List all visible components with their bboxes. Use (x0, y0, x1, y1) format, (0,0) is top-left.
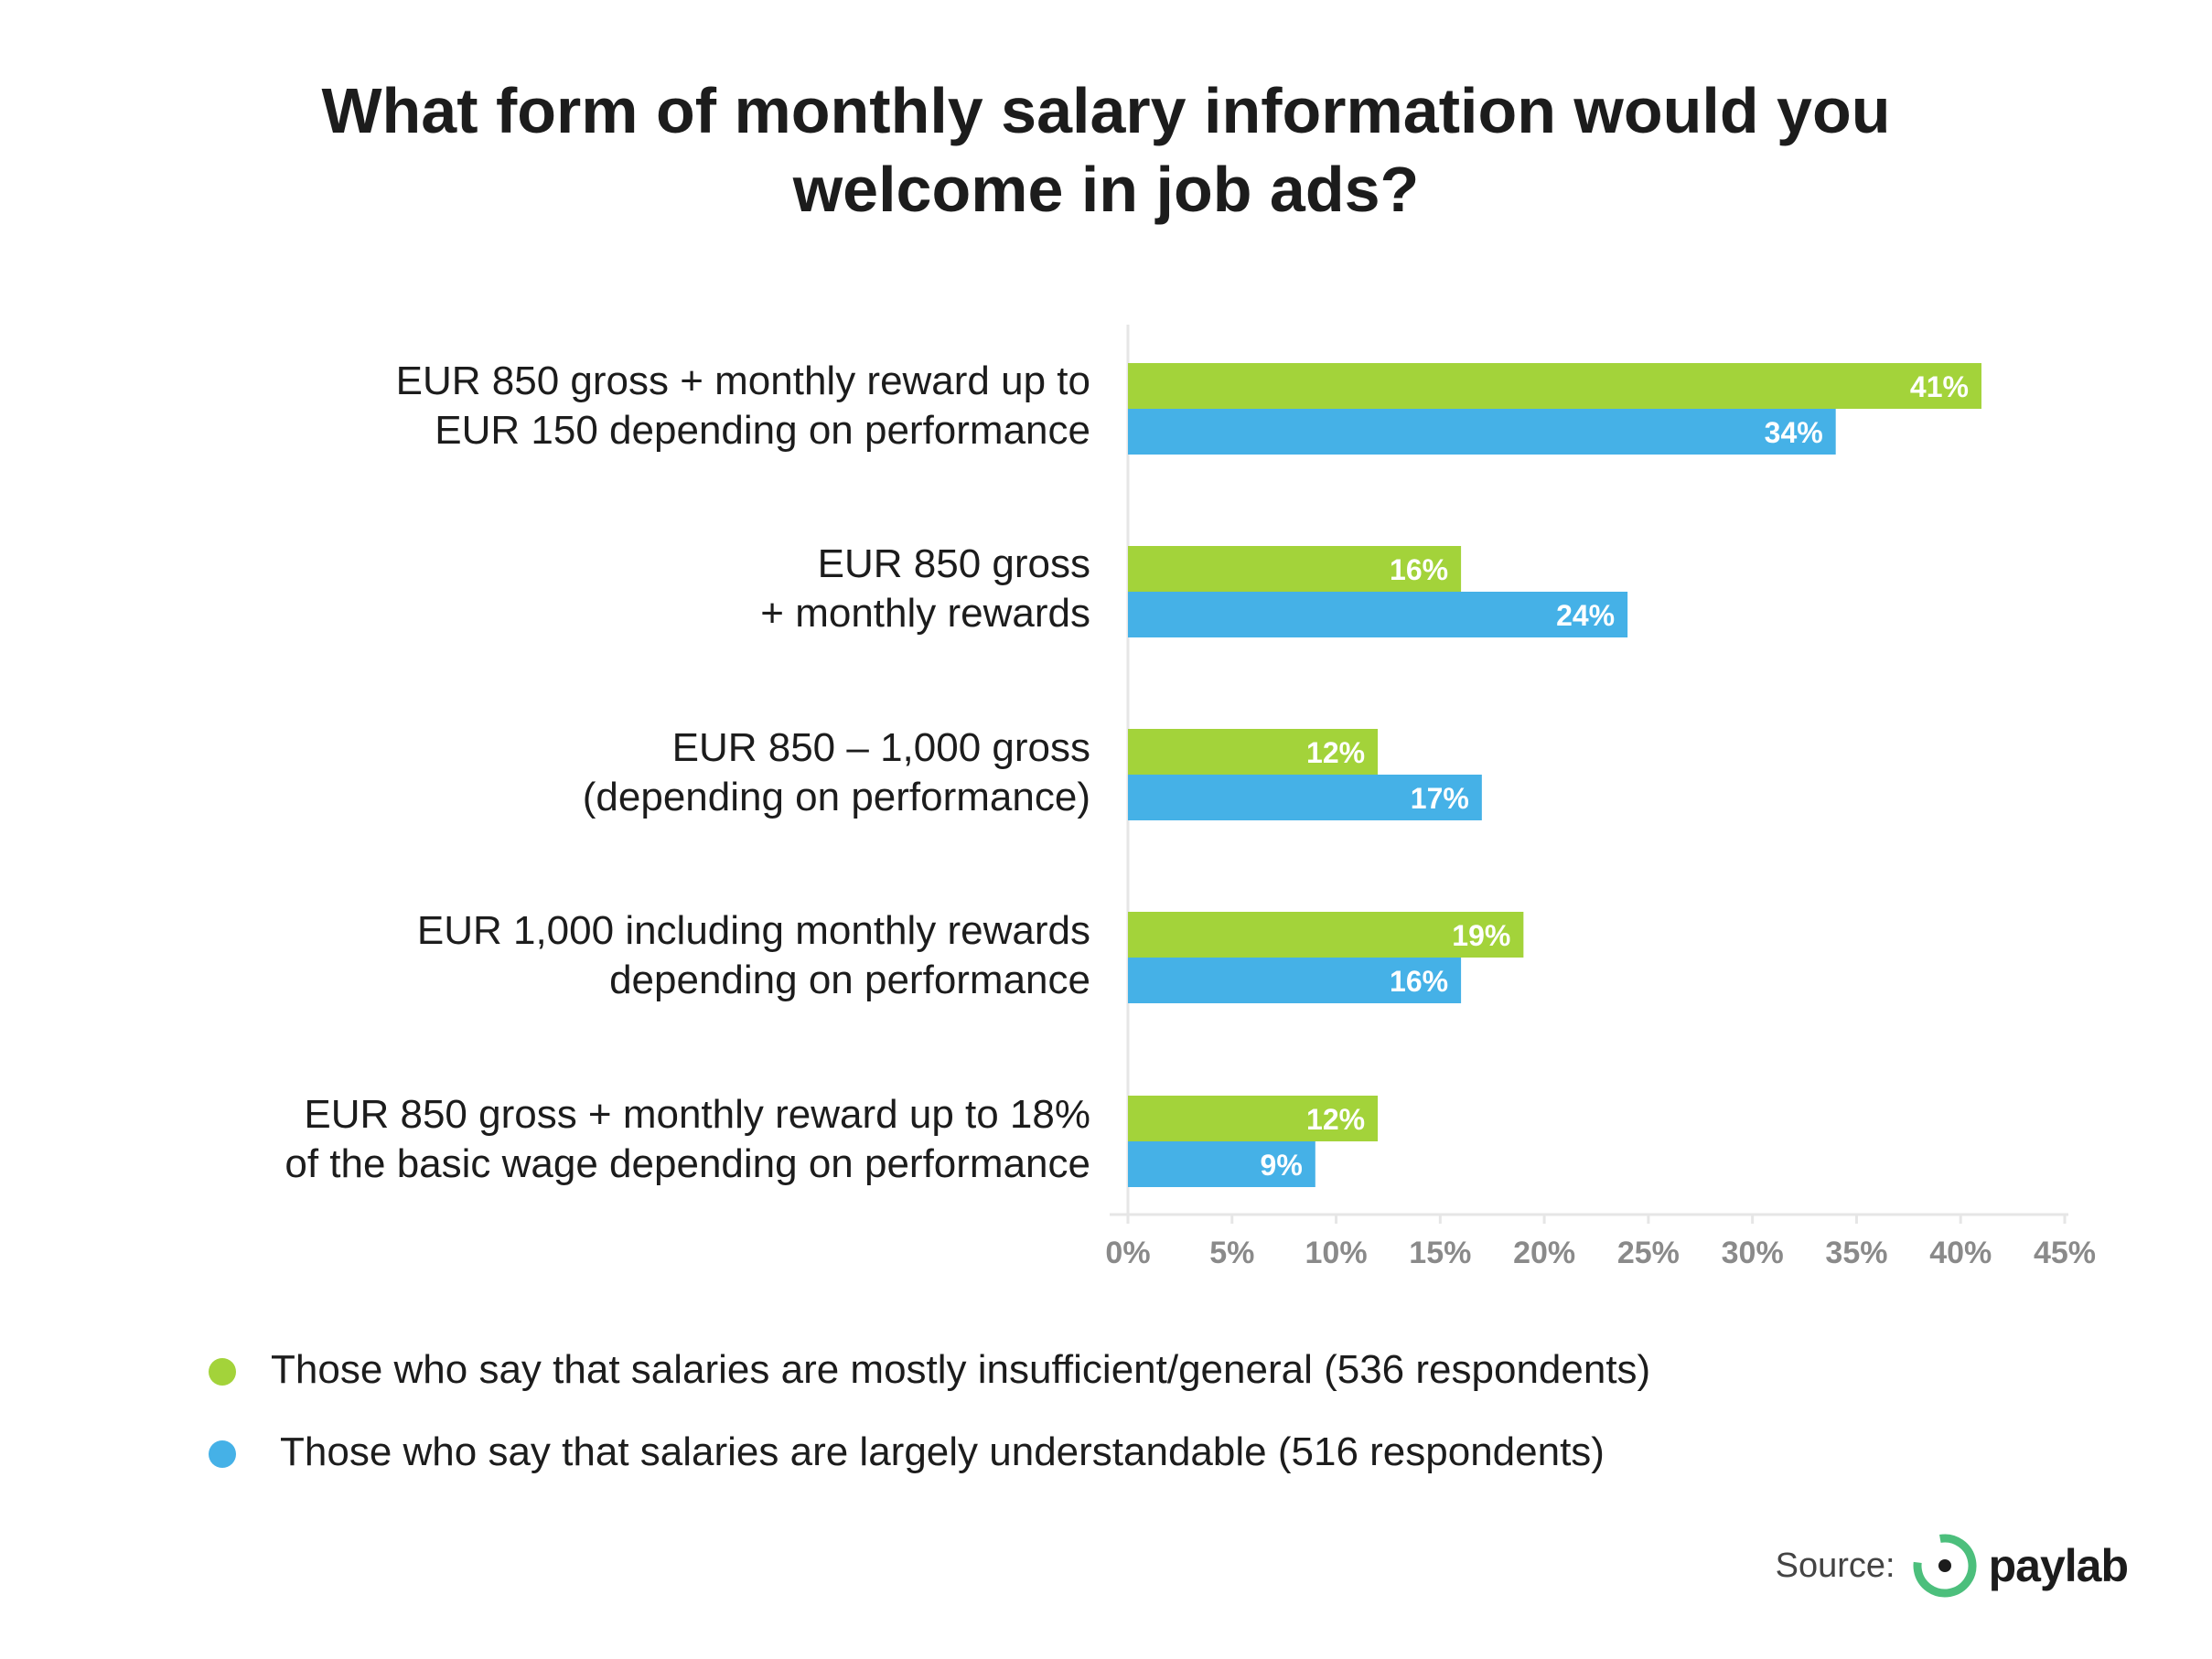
category-label-line: EUR 850 gross + monthly reward up to (395, 359, 1090, 403)
category-label-line: depending on performance (609, 958, 1090, 1002)
category-label-line: EUR 150 depending on performance (435, 408, 1090, 453)
x-tick-label: 45% (2034, 1236, 2096, 1270)
category-label: EUR 850 gross + monthly reward up to EUR… (84, 357, 1090, 455)
x-tick-label: 40% (1929, 1236, 1992, 1270)
x-tick-label: 30% (1722, 1236, 1784, 1270)
category-label-line: (depending on performance) (582, 775, 1090, 819)
bar (1128, 729, 1379, 775)
x-tick-label: 15% (1409, 1236, 1471, 1270)
bar (1128, 912, 1524, 958)
legend-label: Those who say that salaries are largely … (280, 1429, 1605, 1474)
data-label: 41% (1910, 370, 1969, 403)
bar (1128, 363, 1981, 409)
data-label: 24% (1556, 599, 1615, 632)
x-tick-label: 10% (1305, 1236, 1368, 1270)
data-label: 34% (1765, 416, 1823, 449)
source-label: Source: (1775, 1546, 1895, 1585)
legend-swatch-blue (209, 1440, 236, 1468)
legend-label: Those who say that salaries are mostly i… (271, 1347, 1651, 1392)
legend-swatch-green (209, 1358, 236, 1386)
category-label-line: EUR 850 – 1,000 gross (671, 725, 1090, 770)
data-label: 12% (1306, 736, 1365, 769)
data-label: 16% (1390, 553, 1448, 586)
bar (1128, 546, 1462, 592)
category-label-line: of the basic wage depending on performan… (285, 1141, 1090, 1186)
title-line-2: welcome in job ads? (792, 154, 1420, 225)
category-label-line: EUR 1,000 including monthly rewards (416, 908, 1090, 953)
x-tick-label: 20% (1513, 1236, 1575, 1270)
category-label-line: EUR 850 gross (817, 541, 1090, 586)
paylab-brand: paylab (1988, 1540, 2129, 1591)
category-label: EUR 850 gross + monthly reward up to 18%… (84, 1090, 1090, 1189)
chart-title: What form of monthly salary information … (0, 71, 2212, 229)
x-tick-label: 25% (1617, 1236, 1680, 1270)
data-label: 16% (1390, 965, 1448, 998)
bar (1128, 1141, 1315, 1187)
paylab-logo-icon (1913, 1534, 1977, 1598)
bar (1128, 592, 1628, 637)
bar-chart: 0% 5% 10% 15% 20% 25% 30% 35% 40% 45% 41% 16% 12% 19%… (1105, 325, 2096, 1270)
bar (1128, 775, 1482, 820)
data-label: 19% (1452, 919, 1510, 952)
source-credit: Source: paylab (1775, 1529, 2129, 1602)
data-label: 17% (1411, 782, 1469, 815)
bar (1128, 958, 1462, 1003)
bar (1128, 409, 1836, 455)
bar (1128, 1096, 1379, 1141)
data-label: 9% (1261, 1149, 1303, 1182)
category-label: EUR 1,000 including monthly rewards depe… (84, 906, 1090, 1005)
data-label: 12% (1306, 1103, 1365, 1136)
title-line-1: What form of monthly salary information … (321, 75, 1891, 146)
category-label: EUR 850 gross + monthly rewards (84, 540, 1090, 638)
category-label-line: + monthly rewards (760, 591, 1090, 636)
category-label-line: EUR 850 gross + monthly reward up to 18% (304, 1092, 1090, 1137)
category-label: EUR 850 – 1,000 gross (depending on perf… (84, 723, 1090, 822)
x-tick-label: 0% (1105, 1236, 1150, 1270)
x-tick-label: 35% (1825, 1236, 1887, 1270)
x-tick-label: 5% (1209, 1236, 1254, 1270)
